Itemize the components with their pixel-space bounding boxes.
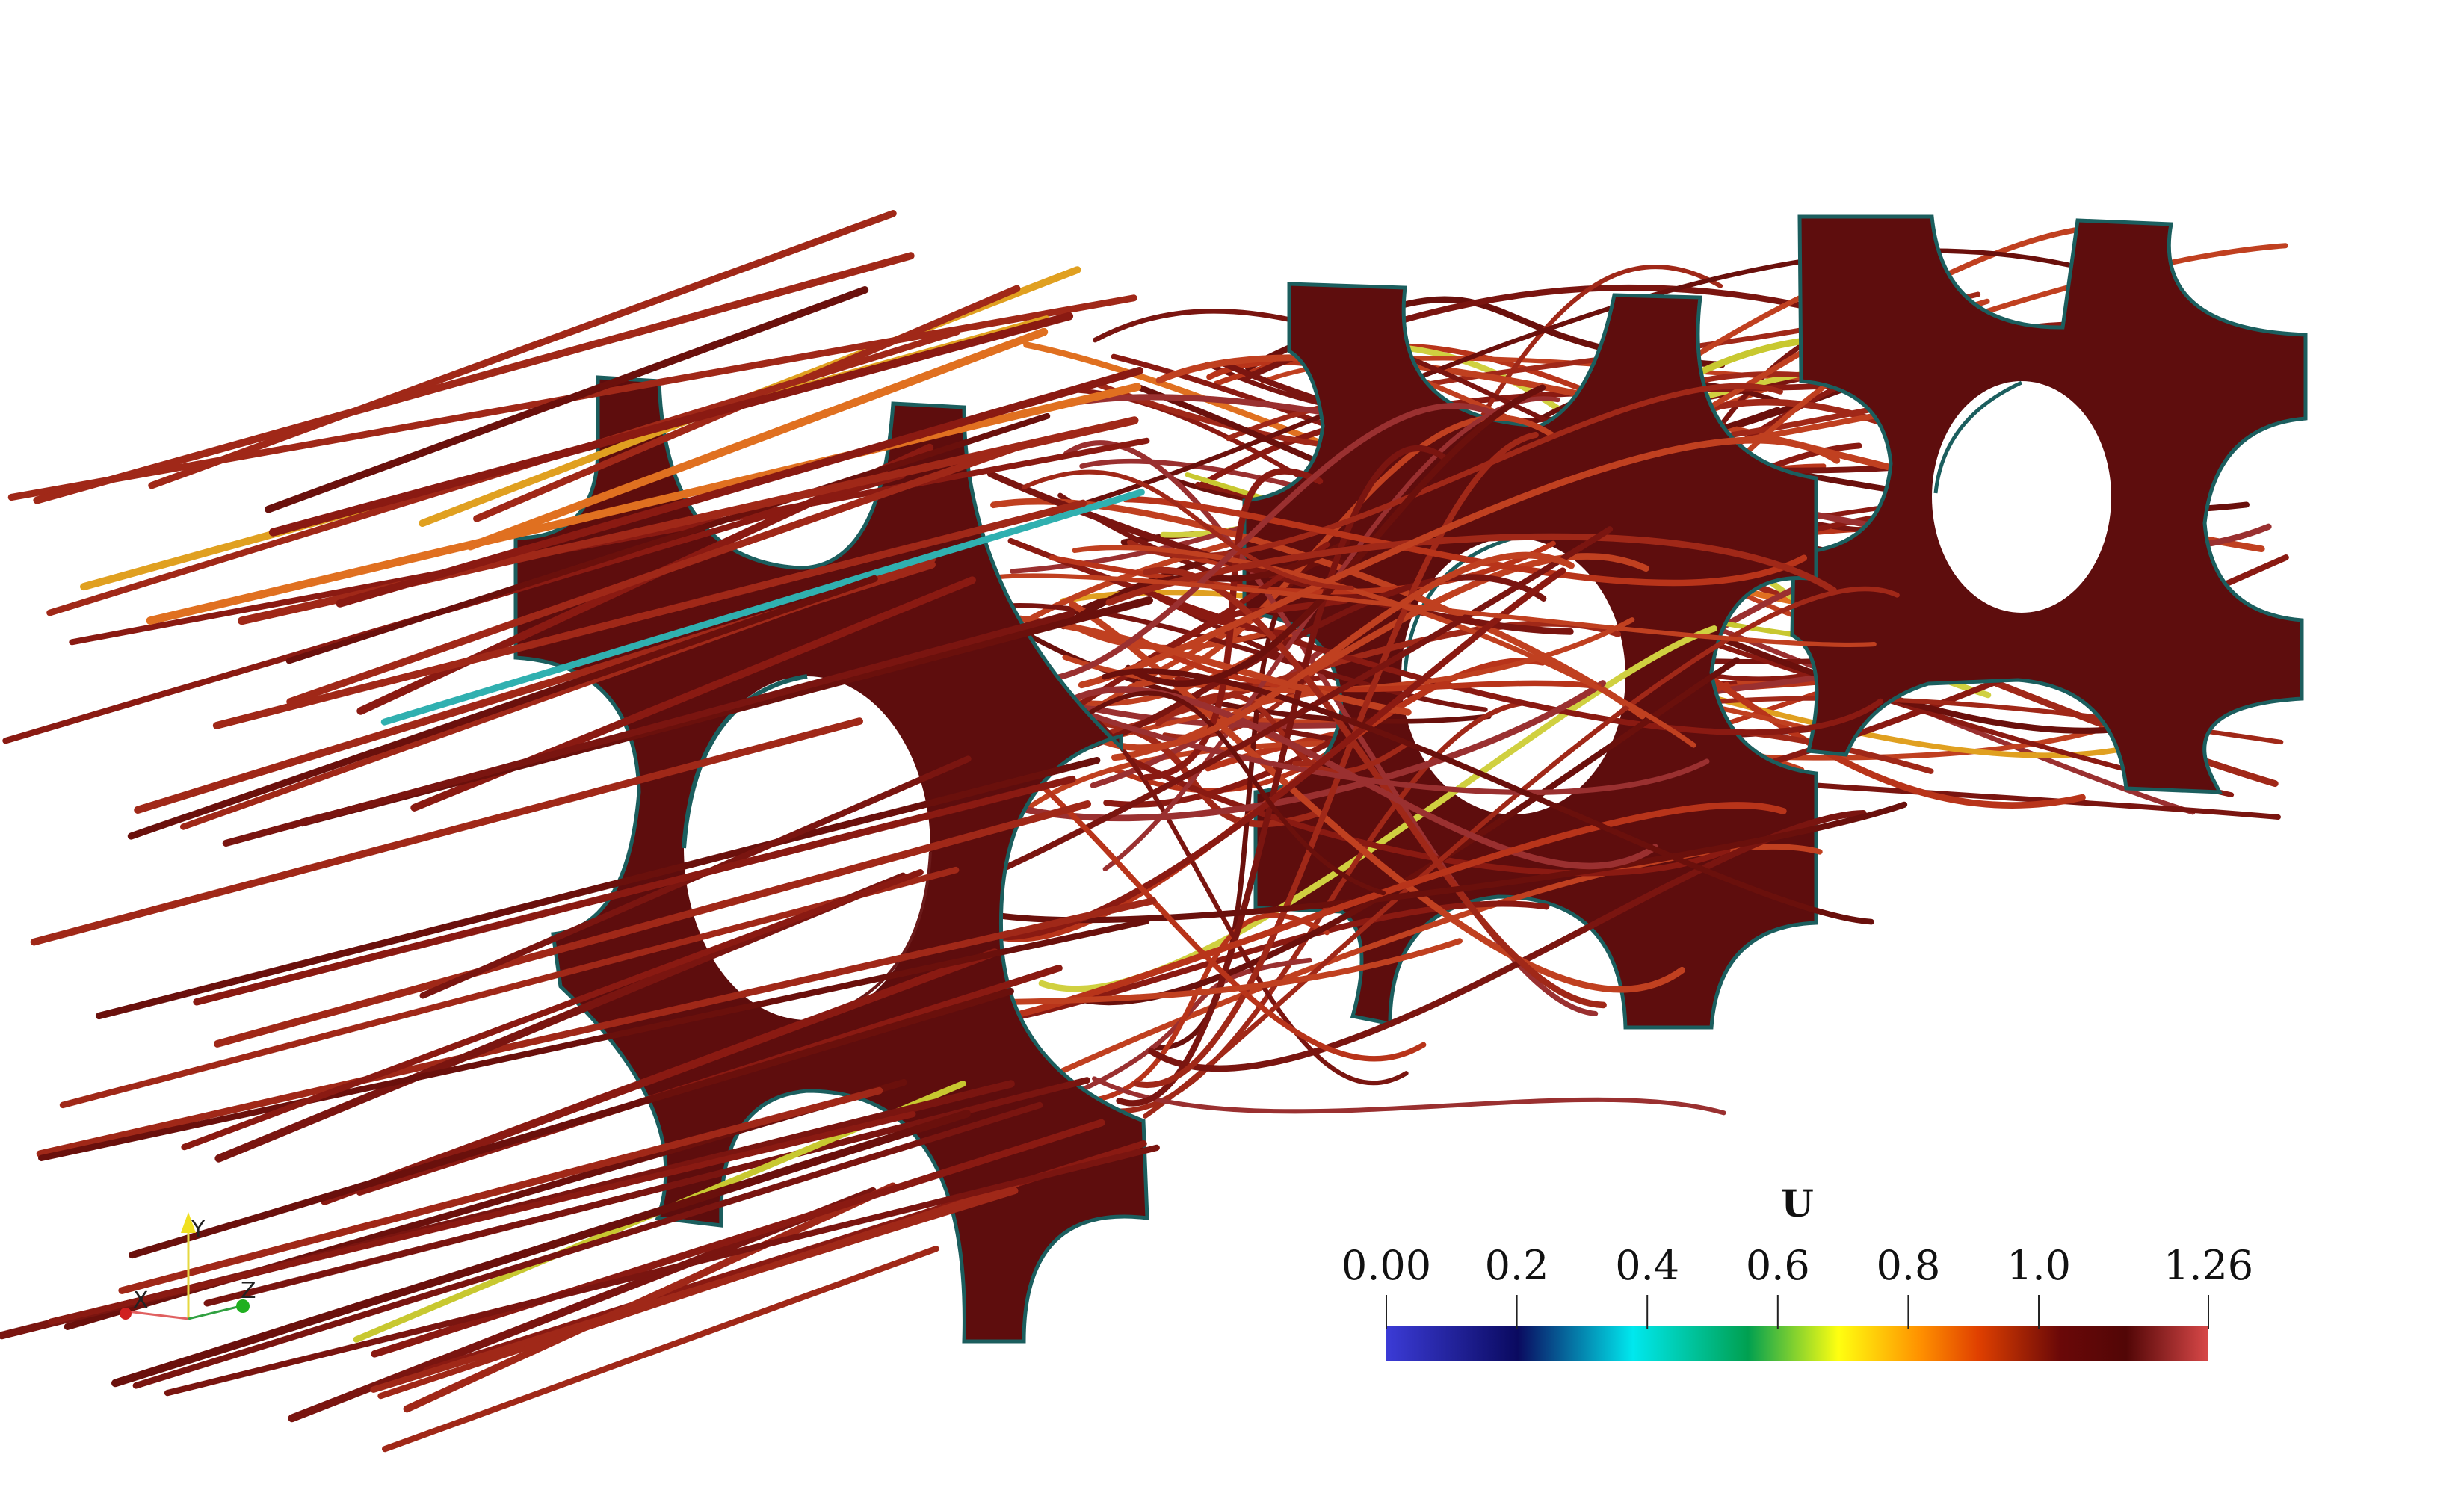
z-axis-label: Z	[241, 1278, 256, 1304]
streamline	[370, 1187, 1019, 1393]
colorbar-tick-label: 1.0	[2007, 1242, 2071, 1289]
streamline	[148, 210, 897, 489]
streamline	[1126, 755, 1731, 877]
streamline	[129, 987, 1014, 1259]
colorbar-tick-label: 0.00	[1341, 1242, 1431, 1289]
streamline	[268, 312, 1074, 537]
streamline	[118, 1086, 883, 1294]
x-axis-label: X	[133, 1288, 149, 1314]
streamline	[1155, 692, 1409, 775]
colorbar-tick-label: 0.6	[1746, 1242, 1810, 1289]
streamline	[941, 802, 1787, 1031]
streamline	[371, 1119, 1105, 1358]
orientation-axes: Y Z X	[120, 1212, 256, 1320]
streamline	[212, 499, 1087, 729]
streamline	[1134, 634, 1602, 693]
colorbar-title: U	[1781, 1181, 1814, 1225]
colorbar-gradient	[1386, 1326, 2208, 1361]
streamline	[181, 868, 924, 1151]
streamline	[265, 286, 869, 513]
streamline	[1034, 844, 1823, 1086]
streamline	[164, 1144, 1160, 1397]
streamline	[1081, 690, 1386, 896]
streamline	[59, 866, 960, 1109]
streamline	[286, 441, 1028, 705]
streamlines-front	[0, 210, 1160, 1453]
streamline	[1072, 545, 1696, 748]
streamline	[1122, 495, 1808, 587]
streamline	[36, 897, 1157, 1157]
streamline	[1016, 680, 1606, 822]
streamline	[193, 775, 1076, 1006]
streamline	[222, 610, 1075, 847]
streamline	[403, 1182, 897, 1413]
streamline	[981, 938, 1463, 1006]
colorbar-tick-label: 1.26	[2164, 1242, 2253, 1289]
streamline	[111, 1110, 971, 1388]
streamline	[995, 573, 1877, 647]
streamline	[1025, 403, 1492, 684]
streamline	[48, 1110, 916, 1325]
streamline	[988, 567, 1566, 941]
streamline	[95, 756, 1101, 1020]
x-axis-arrow-icon	[120, 1308, 132, 1320]
streamline	[336, 366, 1144, 608]
streamline	[30, 717, 863, 946]
y-axis-arrow-icon	[181, 1212, 196, 1233]
streamline	[1092, 309, 1975, 534]
colorbar-tick-label: 0.2	[1485, 1242, 1549, 1289]
streamline	[466, 327, 1049, 551]
streamline	[285, 412, 1051, 664]
colorbar-tick-label: 0.4	[1615, 1242, 1679, 1289]
streamline	[1078, 436, 1841, 689]
streamline	[213, 800, 1092, 1048]
colorbar-legend: U 0.00 0.2 0.4 0.6 0.8 1.0 1.26	[1341, 1181, 2253, 1361]
streamline	[382, 1246, 939, 1453]
streamline	[132, 1101, 1043, 1389]
streamline	[1102, 668, 1874, 925]
z-axis-arrow-icon	[236, 1299, 250, 1313]
streamline	[38, 918, 1150, 1161]
colorbar-tick-label: 0.8	[1876, 1242, 1940, 1289]
streamline	[1022, 469, 1354, 590]
y-axis-label: Y	[191, 1217, 206, 1243]
streamline	[33, 252, 915, 504]
streamline	[380, 489, 1145, 726]
streamline	[127, 575, 878, 840]
streamline	[976, 602, 1492, 724]
streamline	[1054, 686, 1658, 870]
colorbar-ticks: 0.00 0.2 0.4 0.6 0.8 1.0 1.26	[1341, 1242, 2253, 1329]
streamline	[937, 526, 1614, 899]
streamline	[1072, 551, 1575, 751]
lattice-cell-far	[1790, 214, 2308, 794]
streamline	[1133, 431, 1539, 1089]
streamline	[1105, 533, 1837, 606]
streamline	[1092, 1076, 1726, 1116]
streamline	[146, 383, 1142, 625]
